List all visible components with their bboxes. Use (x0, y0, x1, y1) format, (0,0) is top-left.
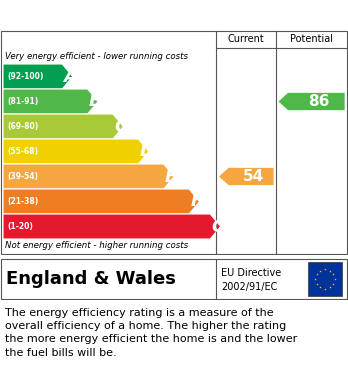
Text: Potential: Potential (291, 34, 333, 44)
Polygon shape (3, 214, 221, 239)
Text: (1-20): (1-20) (7, 222, 33, 231)
Text: (69-80): (69-80) (7, 122, 38, 131)
Text: (21-38): (21-38) (7, 197, 38, 206)
Text: England & Wales: England & Wales (6, 270, 176, 288)
Bar (308, 262, 342, 296)
Text: F: F (190, 192, 203, 210)
Text: 86: 86 (308, 94, 329, 109)
Text: (39-54): (39-54) (7, 172, 38, 181)
Polygon shape (3, 89, 98, 114)
Text: The energy efficiency rating is a measure of the
overall efficiency of a home. T: The energy efficiency rating is a measur… (5, 308, 297, 358)
Text: A: A (63, 68, 77, 86)
Text: 2002/91/EC: 2002/91/EC (221, 282, 278, 292)
Text: EU Directive: EU Directive (221, 268, 282, 278)
Polygon shape (3, 189, 200, 214)
Text: D: D (140, 142, 155, 160)
Text: 54: 54 (243, 169, 264, 184)
Polygon shape (3, 64, 73, 89)
Text: Very energy efficient - lower running costs: Very energy efficient - lower running co… (5, 52, 188, 61)
Text: C: C (114, 118, 127, 136)
Polygon shape (3, 164, 174, 189)
Text: Energy Efficiency Rating: Energy Efficiency Rating (8, 6, 218, 21)
Text: (55-68): (55-68) (7, 147, 38, 156)
Text: Current: Current (228, 34, 264, 44)
Text: G: G (211, 217, 226, 235)
Polygon shape (278, 93, 345, 111)
Text: (92-100): (92-100) (7, 72, 44, 81)
Polygon shape (3, 139, 149, 164)
Polygon shape (219, 167, 274, 185)
Text: E: E (165, 167, 177, 185)
Text: (81-91): (81-91) (7, 97, 38, 106)
Text: B: B (89, 93, 102, 111)
Text: Not energy efficient - higher running costs: Not energy efficient - higher running co… (5, 241, 188, 250)
Polygon shape (3, 114, 124, 139)
